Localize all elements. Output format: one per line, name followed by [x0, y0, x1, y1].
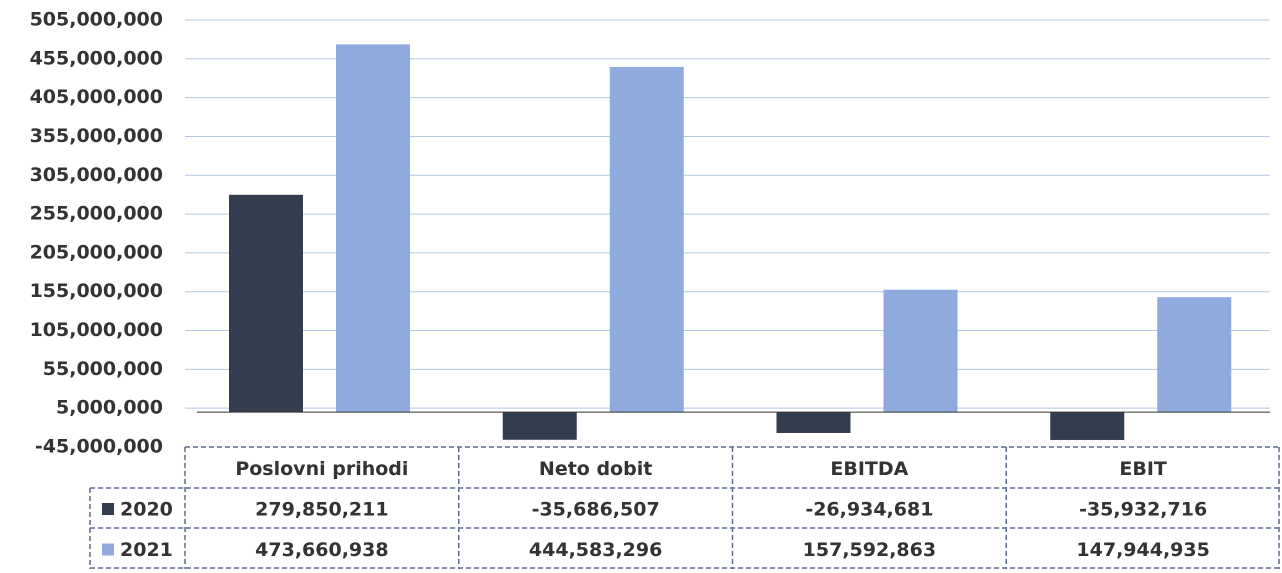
bar: [776, 412, 851, 433]
y-tick-label: 205,000,000: [30, 241, 163, 263]
y-tick-label: 155,000,000: [30, 280, 163, 302]
y-tick-label: 255,000,000: [30, 203, 163, 225]
y-tick-label: 505,000,000: [30, 9, 163, 31]
y-tick-label: 455,000,000: [30, 47, 163, 69]
legend-label: 2020: [120, 499, 173, 521]
bar: [502, 412, 577, 440]
legend-swatch: [102, 543, 114, 556]
y-tick-label: 55,000,000: [43, 358, 163, 380]
table-value: 279,850,211: [255, 499, 388, 521]
table-value: 444,583,296: [529, 539, 662, 561]
y-tick-label: 405,000,000: [30, 86, 163, 108]
bar: [609, 66, 684, 413]
x-tick-label: EBITDA: [830, 458, 908, 480]
legend-swatch: [102, 503, 114, 515]
x-tick-label: Neto dobit: [539, 458, 652, 480]
bar: [229, 194, 303, 413]
table-value: 473,660,938: [255, 539, 388, 561]
y-tick-label: 355,000,000: [30, 125, 163, 147]
table-value: 147,944,935: [1076, 539, 1209, 561]
y-tick-label: 105,000,000: [30, 319, 163, 341]
bar: [1050, 412, 1125, 440]
x-tick-label: EBIT: [1119, 458, 1167, 480]
x-tick-label: Poslovni prihodi: [235, 458, 408, 480]
table-value: -35,686,507: [532, 499, 660, 521]
bar: [883, 289, 958, 413]
bar: [1157, 297, 1232, 413]
table-value: -26,934,681: [805, 499, 933, 521]
table-value: 157,592,863: [803, 539, 936, 561]
y-tick-label: 5,000,000: [56, 397, 163, 419]
table-value: -35,932,716: [1079, 499, 1207, 521]
bar: [336, 44, 410, 413]
y-tick-label: 305,000,000: [30, 164, 163, 186]
legend-label: 2021: [120, 539, 173, 561]
y-tick-label: -45,000,000: [35, 436, 163, 458]
